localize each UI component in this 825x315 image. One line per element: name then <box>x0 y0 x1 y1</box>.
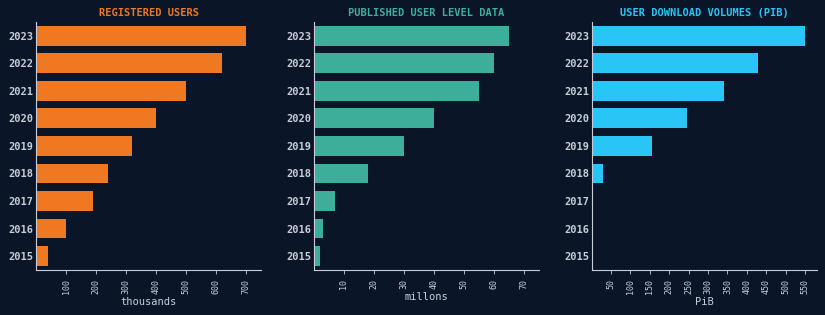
Bar <box>314 136 404 156</box>
Bar <box>314 81 478 101</box>
Bar <box>314 26 509 46</box>
Bar <box>314 219 323 238</box>
Bar <box>36 246 48 266</box>
X-axis label: PiB: PiB <box>695 297 714 307</box>
Bar <box>314 108 434 128</box>
Bar <box>36 191 93 211</box>
Bar <box>592 53 758 73</box>
Bar <box>314 191 335 211</box>
Bar <box>592 81 724 101</box>
Bar <box>36 26 246 46</box>
Bar <box>592 136 652 156</box>
Title: USER DOWNLOAD VOLUMES (PIB): USER DOWNLOAD VOLUMES (PIB) <box>620 8 789 18</box>
Bar <box>592 108 686 128</box>
Bar <box>36 219 66 238</box>
Bar <box>36 53 222 73</box>
Title: PUBLISHED USER LEVEL DATA: PUBLISHED USER LEVEL DATA <box>348 8 505 18</box>
Bar <box>36 136 132 156</box>
Bar <box>314 246 320 266</box>
Title: REGISTERED USERS: REGISTERED USERS <box>99 8 199 18</box>
Bar <box>314 53 494 73</box>
Bar <box>592 26 805 46</box>
Bar <box>36 108 156 128</box>
X-axis label: millons: millons <box>404 292 448 302</box>
Bar <box>592 163 603 183</box>
Bar <box>36 163 108 183</box>
Bar <box>36 81 186 101</box>
X-axis label: thousands: thousands <box>120 297 177 307</box>
Bar <box>314 163 368 183</box>
